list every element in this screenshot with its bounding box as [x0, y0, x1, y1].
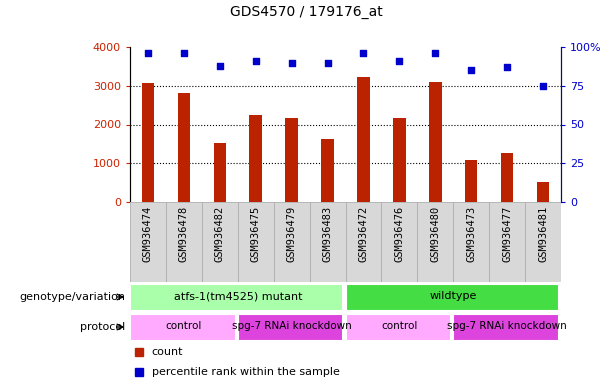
Bar: [393, 118, 406, 202]
Bar: [130, 313, 235, 341]
Point: [502, 64, 512, 70]
Bar: [417, 202, 453, 282]
Bar: [321, 139, 334, 202]
Bar: [429, 82, 441, 202]
Bar: [142, 83, 154, 202]
Text: GSM936480: GSM936480: [430, 206, 440, 262]
Bar: [285, 118, 298, 202]
Bar: [202, 202, 238, 282]
Bar: [537, 182, 549, 202]
Bar: [346, 202, 381, 282]
Bar: [525, 202, 561, 282]
Text: control: control: [381, 321, 417, 331]
Point: [287, 60, 297, 66]
Bar: [501, 153, 514, 202]
Bar: [178, 93, 190, 202]
Text: GSM936474: GSM936474: [143, 206, 153, 262]
Bar: [238, 202, 273, 282]
Point: [143, 50, 153, 56]
Text: wildtype: wildtype: [430, 291, 477, 301]
Point: [430, 50, 440, 56]
Text: GSM936482: GSM936482: [215, 206, 225, 262]
Text: GDS4570 / 179176_at: GDS4570 / 179176_at: [230, 5, 383, 19]
Bar: [130, 283, 343, 311]
Text: GSM936472: GSM936472: [359, 206, 368, 262]
Text: protocol: protocol: [80, 322, 125, 332]
Text: control: control: [166, 321, 202, 331]
Bar: [213, 143, 226, 202]
Text: count: count: [151, 347, 183, 357]
Bar: [453, 202, 489, 282]
Point: [215, 63, 225, 69]
Text: GSM936478: GSM936478: [179, 206, 189, 262]
Point: [466, 67, 476, 73]
Bar: [166, 202, 202, 282]
Bar: [453, 313, 559, 341]
Text: GSM936473: GSM936473: [466, 206, 476, 262]
Point: [251, 58, 261, 64]
Text: genotype/variation: genotype/variation: [19, 292, 125, 302]
Point: [359, 50, 368, 56]
Point: [395, 58, 405, 64]
Point: [179, 50, 189, 56]
Bar: [238, 313, 343, 341]
Bar: [273, 202, 310, 282]
Bar: [130, 202, 166, 282]
Bar: [346, 313, 451, 341]
Bar: [381, 202, 417, 282]
Bar: [489, 202, 525, 282]
Text: GSM936483: GSM936483: [322, 206, 332, 262]
Text: spg-7 RNAi knockdown: spg-7 RNAi knockdown: [232, 321, 351, 331]
Bar: [465, 160, 478, 202]
Text: GSM936477: GSM936477: [502, 206, 512, 262]
Point: [538, 83, 548, 89]
Text: atfs-1(tm4525) mutant: atfs-1(tm4525) mutant: [173, 291, 302, 301]
Bar: [357, 77, 370, 202]
Bar: [310, 202, 346, 282]
Bar: [249, 115, 262, 202]
Text: GSM936481: GSM936481: [538, 206, 548, 262]
Text: GSM936475: GSM936475: [251, 206, 261, 262]
Bar: [346, 283, 559, 311]
Point: [322, 60, 332, 66]
Text: GSM936479: GSM936479: [287, 206, 297, 262]
Text: GSM936476: GSM936476: [394, 206, 405, 262]
Text: percentile rank within the sample: percentile rank within the sample: [151, 367, 340, 377]
Text: spg-7 RNAi knockdown: spg-7 RNAi knockdown: [447, 321, 567, 331]
